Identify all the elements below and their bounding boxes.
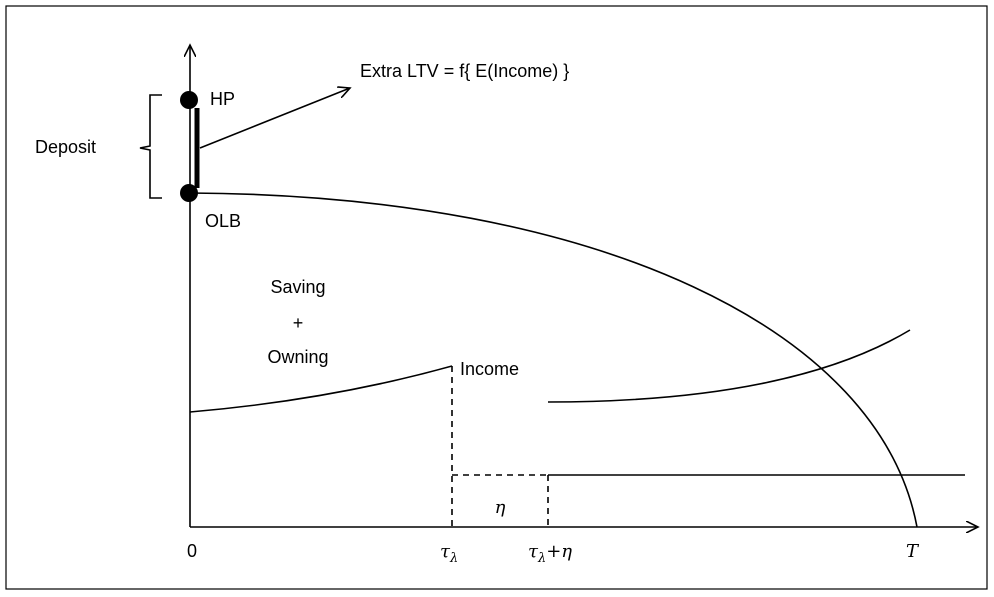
- tick-label: T: [906, 541, 920, 562]
- olb-dot: [180, 184, 198, 202]
- tick-label: 0: [187, 541, 197, 561]
- frame: [5, 5, 988, 590]
- label: Saving: [270, 277, 325, 297]
- income-curve: [547, 329, 911, 403]
- label: Income: [460, 359, 519, 379]
- label-part: τ: [440, 541, 451, 562]
- label: η: [495, 497, 506, 518]
- tick-label: τλ+η: [528, 541, 572, 566]
- label: Deposit: [35, 137, 96, 157]
- label: Owning: [267, 347, 328, 367]
- label-part: λ: [449, 551, 458, 566]
- label-part: +η: [546, 541, 572, 562]
- label-part: λ: [537, 551, 546, 566]
- olb-curve: [189, 192, 918, 528]
- label: OLB: [205, 211, 241, 231]
- brace: [139, 94, 162, 199]
- tick-label: τλ: [440, 541, 458, 566]
- ltv-arrow: [199, 88, 350, 149]
- income-curve: [189, 365, 453, 413]
- label-part: τ: [528, 541, 539, 562]
- label: Extra LTV = f{ E(Income) }: [360, 61, 569, 81]
- hp-dot: [180, 91, 198, 109]
- label: +: [293, 313, 304, 333]
- label: HP: [210, 89, 235, 109]
